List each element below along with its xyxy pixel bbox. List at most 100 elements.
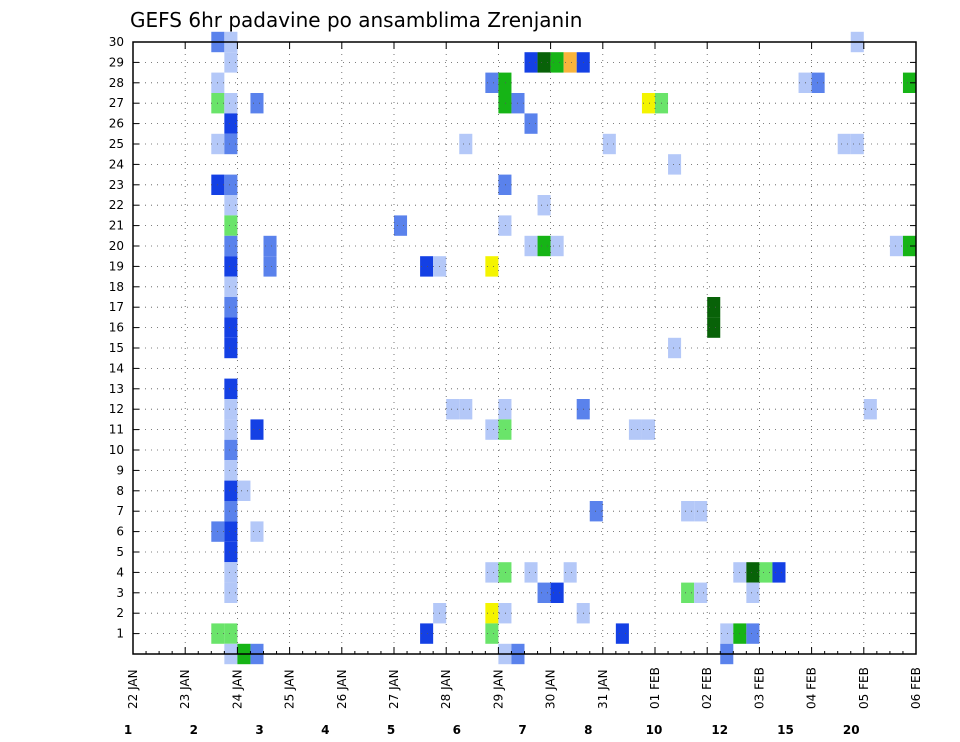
heatmap-cell [694,501,708,522]
heatmap-cell [250,419,264,440]
y-tick-label: 1 [116,627,124,641]
y-tick-label: 14 [109,361,124,375]
heatmap-cell [615,623,629,644]
colorbar: 1 2 3 4 5 6 7 8 10 12 15 20 [124,723,860,737]
heatmap-cell [263,235,277,257]
heatmap-cell [224,623,238,644]
heatmap-cell [224,133,238,155]
heatmap-cell [224,562,238,583]
heatmap-cell [641,93,655,114]
heatmap-cell [237,480,251,501]
y-tick-label: 10 [109,443,124,457]
y-tick-label: 17 [109,300,124,314]
colorbar-label: 5 [387,723,395,737]
heatmap-cell [498,419,512,440]
y-tick-label: 2 [116,606,124,620]
y-tick-label: 22 [109,198,124,212]
heatmap-cell [250,93,264,114]
heatmap-cell [485,256,499,277]
heatmap-cell [224,378,238,399]
heatmap-cell [250,521,264,542]
y-axis: 1234567891011121314151617181920212223242… [109,35,916,641]
heatmap-cell [224,501,238,522]
heatmap-cell [550,235,564,257]
y-tick-label: 19 [109,259,124,273]
y-tick-label: 30 [109,35,124,49]
y-tick-label: 4 [116,565,124,579]
y-tick-label: 8 [116,484,124,498]
y-tick-label: 5 [116,545,124,559]
heatmap-cell [498,72,512,93]
heatmap-cell [902,235,916,257]
heatmap-cell [837,133,851,155]
colorbar-label: 10 [646,723,663,737]
chart-title: GEFS 6hr padavine po ansamblima Zrenjani… [130,8,582,32]
y-tick-label: 24 [109,157,124,171]
heatmap-cell [224,439,238,461]
heatmap-cell [485,603,499,624]
heatmap-cell [459,399,473,420]
x-axis: 22 JAN 23 JAN 24 JAN 25 JAN 26 JAN 27 JAN 28 J… [126,42,923,709]
x-tick-label: 06 FEB [909,667,923,709]
heatmap-cell [746,562,760,583]
heatmap-cell [550,582,564,603]
heatmap-cell [746,623,760,644]
heatmap-cell [563,562,577,583]
heatmap-cell [524,52,538,73]
heatmap-cell [694,582,708,603]
y-tick-label: 13 [109,382,124,396]
y-tick-label: 16 [109,321,124,335]
x-tick-label: 31 JAN [596,669,610,709]
heatmap-cell [224,235,238,257]
heatmap-cell [224,52,238,73]
heatmap-cell [498,93,512,114]
heatmap-cell [537,52,551,73]
heatmap-cell [759,562,773,583]
heatmap-cell [707,297,721,318]
heatmap-cell [224,582,238,603]
x-tick-label: 22 JAN [126,669,140,709]
colorbar-label: 3 [255,723,263,737]
heatmap-cell [524,562,538,583]
heatmap-cell [485,562,499,583]
x-tick-label: 01 FEB [648,667,662,709]
y-tick-label: 25 [109,137,124,151]
y-tick-label: 18 [109,280,124,294]
heatmap-cell [498,603,512,624]
x-tick-label: 02 FEB [700,667,714,709]
heatmap-cell [224,113,238,134]
y-tick-label: 11 [109,423,124,437]
heatmap-cell [224,276,238,297]
colorbar-label: 4 [321,723,329,737]
heatmap-cell [485,623,499,644]
y-tick-label: 6 [116,525,124,539]
heatmap-cell [224,399,238,420]
heatmap-cell [224,317,238,338]
heatmap-cell [498,562,512,583]
heatmap-cell [524,235,538,257]
y-tick-label: 29 [109,55,124,69]
heatmap-cell [420,256,434,277]
heatmap-cell [811,72,825,93]
heatmap-cell [224,93,238,114]
heatmap-cell [224,174,238,195]
heatmap-cell [602,133,616,155]
heatmap-cell [224,460,238,481]
y-tick-label: 27 [109,96,124,110]
x-tick-label: 27 JAN [387,669,401,709]
y-tick-label: 12 [109,402,124,416]
x-tick-label: 03 FEB [752,667,766,709]
heatmap-cell [720,623,734,644]
heatmap-cell [589,501,603,522]
heatmap-cell [224,541,238,563]
grid-layer [133,42,916,654]
y-tick-label: 7 [116,504,124,518]
x-tick-label: 23 JAN [178,669,192,709]
heatmap-cell [668,337,682,359]
cells-layer [211,31,916,665]
heatmap-cell [224,215,238,236]
heatmap-cell [224,297,238,318]
heatmap-cell [224,480,238,501]
heatmap-cell [224,419,238,440]
y-tick-label: 15 [109,341,124,355]
